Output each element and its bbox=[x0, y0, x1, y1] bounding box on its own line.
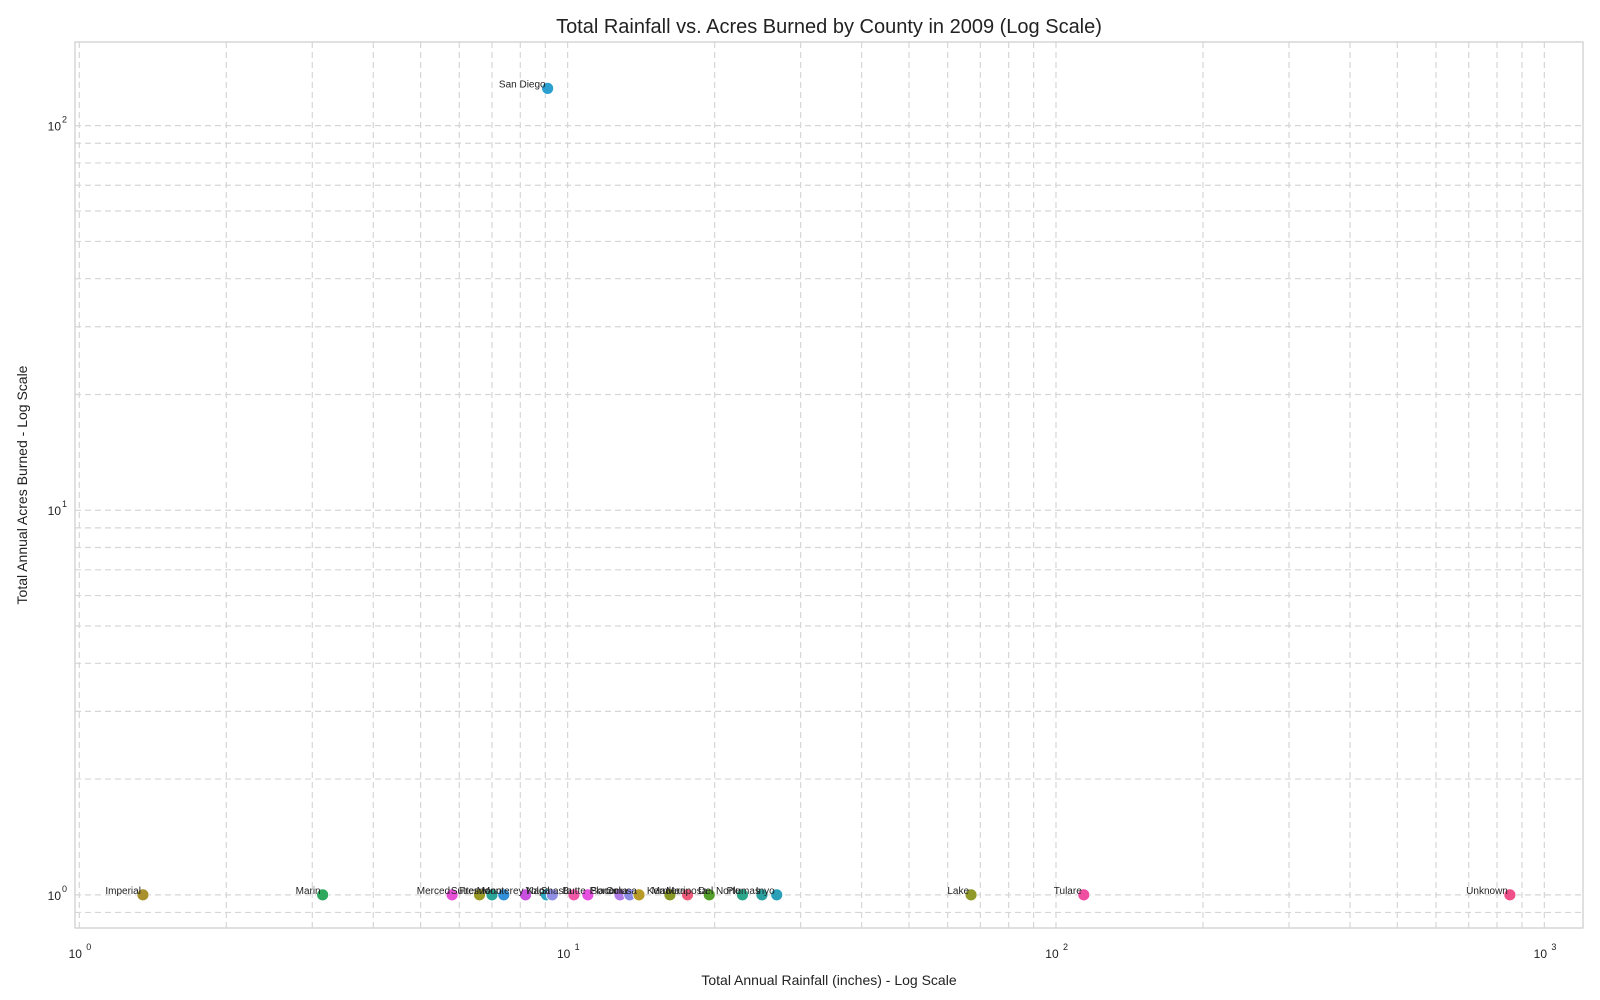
data-point bbox=[581, 888, 595, 902]
x-tick-exponent: 0 bbox=[86, 942, 91, 952]
data-point bbox=[519, 888, 532, 902]
y-tick-label: 10 bbox=[48, 120, 62, 134]
data-point bbox=[136, 888, 150, 902]
y-tick-exponent: 1 bbox=[62, 499, 67, 509]
data-point bbox=[663, 888, 677, 902]
data-point-label: Del Norte bbox=[698, 886, 741, 897]
data-point-label: Napa bbox=[526, 886, 550, 897]
data-point-label: Madera bbox=[652, 886, 686, 897]
chart-title: Total Rainfall vs. Acres Burned by Count… bbox=[556, 16, 1102, 38]
data-point-label: Tulare bbox=[1054, 886, 1082, 897]
x-tick-label: 10 bbox=[557, 947, 571, 961]
y-tick-exponent: 2 bbox=[62, 115, 67, 125]
data-point-label: Sonoma bbox=[590, 886, 628, 897]
data-point-label: San Diego bbox=[499, 79, 546, 90]
data-point-label: Mono bbox=[477, 886, 502, 897]
data-point bbox=[316, 888, 330, 902]
data-point bbox=[755, 888, 769, 902]
data-point bbox=[964, 888, 978, 902]
tick-labels: 10 0 10 1 10 2 10 310 010 110 2 bbox=[48, 115, 1557, 961]
data-point bbox=[541, 81, 555, 95]
data-point bbox=[473, 888, 486, 902]
data-point bbox=[1077, 888, 1091, 902]
data-point-label: Plumas bbox=[727, 886, 760, 897]
x-tick-label: 10 bbox=[1045, 947, 1059, 961]
data-point-label: Yolo bbox=[525, 886, 545, 897]
data-point bbox=[1503, 888, 1517, 902]
data-point-label: Inyo bbox=[756, 886, 775, 897]
data-point bbox=[681, 888, 694, 902]
x-tick-label: 10 bbox=[69, 947, 83, 961]
plot-area bbox=[74, 41, 1584, 929]
y-tick-label: 10 bbox=[48, 504, 62, 518]
y-axis-label: Total Annual Acres Burned - Log Scale bbox=[14, 365, 30, 604]
data-point-label: Sutter bbox=[451, 886, 478, 897]
data-point-label: Unknown bbox=[1466, 886, 1508, 897]
data-point-label: Kern bbox=[647, 886, 668, 897]
data-point bbox=[445, 888, 459, 902]
data-point-label: Marin bbox=[296, 886, 321, 897]
data-point-label: Colusa bbox=[606, 886, 638, 897]
y-tick-exponent: 0 bbox=[62, 884, 67, 894]
data-point-label: Butte bbox=[562, 886, 586, 897]
data-point-label: Monterey bbox=[482, 886, 524, 897]
data-point-label: Fresno bbox=[459, 886, 491, 897]
data-point-label: Merced bbox=[417, 886, 450, 897]
data-point bbox=[497, 888, 511, 902]
x-axis-label: Total Annual Rainfall (inches) - Log Sca… bbox=[701, 972, 956, 988]
data-point-label: Shasta bbox=[541, 886, 573, 897]
y-tick-label: 10 bbox=[48, 889, 62, 903]
data-point bbox=[632, 888, 646, 902]
data-point bbox=[770, 888, 784, 902]
data-points: San Diego Imperial Marin Merced SutterFresno… bbox=[105, 79, 1517, 902]
x-tick-exponent: 1 bbox=[575, 942, 580, 952]
data-point-label: Placer bbox=[590, 886, 619, 897]
x-tick-label: 10 bbox=[1534, 947, 1548, 961]
x-tick-exponent: 2 bbox=[1063, 942, 1068, 952]
data-point-label: Lake bbox=[947, 886, 969, 897]
data-point bbox=[567, 888, 581, 902]
data-point-label: Mariposa bbox=[666, 886, 708, 897]
data-point-label: Imperial bbox=[105, 886, 141, 897]
data-point bbox=[736, 888, 749, 902]
data-point bbox=[545, 888, 559, 902]
x-tick-exponent: 3 bbox=[1551, 942, 1556, 952]
data-point bbox=[702, 888, 716, 902]
